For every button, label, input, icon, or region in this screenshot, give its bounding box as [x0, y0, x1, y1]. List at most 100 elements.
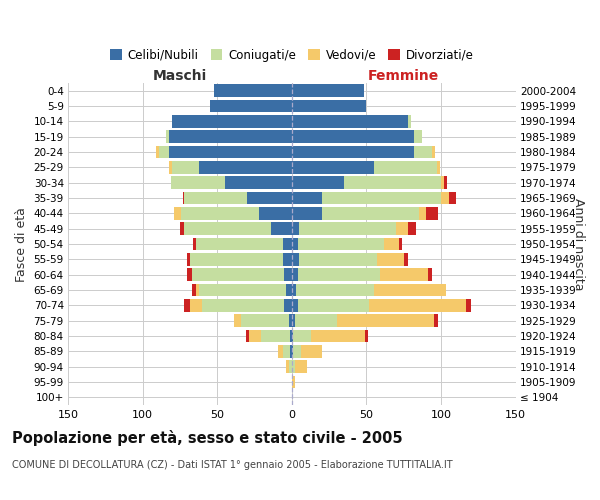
- Bar: [248, 330, 260, 342]
- Bar: [293, 345, 301, 358]
- Bar: [292, 100, 367, 112]
- Bar: [292, 207, 322, 220]
- Bar: [190, 253, 283, 266]
- Bar: [292, 161, 374, 173]
- Bar: [441, 176, 444, 189]
- Bar: [298, 238, 385, 250]
- Bar: [299, 253, 377, 266]
- Bar: [437, 161, 440, 173]
- Bar: [183, 192, 184, 204]
- Bar: [290, 345, 292, 358]
- Bar: [214, 84, 292, 97]
- Bar: [298, 299, 370, 312]
- Bar: [434, 314, 438, 327]
- Bar: [184, 222, 271, 235]
- Bar: [449, 192, 456, 204]
- Bar: [283, 345, 290, 358]
- Bar: [322, 192, 441, 204]
- Bar: [192, 284, 196, 296]
- Bar: [374, 284, 446, 296]
- Y-axis label: Fasce di età: Fasce di età: [15, 206, 28, 282]
- Bar: [292, 268, 298, 281]
- Bar: [322, 207, 419, 220]
- Bar: [441, 192, 449, 204]
- Bar: [292, 330, 293, 342]
- Bar: [184, 299, 190, 312]
- Bar: [408, 222, 416, 235]
- Bar: [428, 268, 432, 281]
- Bar: [174, 207, 181, 220]
- Bar: [292, 314, 295, 327]
- Bar: [289, 314, 292, 327]
- Bar: [184, 192, 247, 204]
- Bar: [466, 299, 471, 312]
- Bar: [337, 314, 434, 327]
- Bar: [193, 238, 196, 250]
- Bar: [374, 161, 437, 173]
- Text: Maschi: Maschi: [153, 69, 207, 83]
- Bar: [292, 176, 344, 189]
- Bar: [247, 192, 292, 204]
- Bar: [292, 222, 299, 235]
- Bar: [284, 268, 292, 281]
- Text: Popolazione per età, sesso e stato civile - 2005: Popolazione per età, sesso e stato civil…: [12, 430, 403, 446]
- Bar: [196, 238, 283, 250]
- Bar: [196, 284, 199, 296]
- Bar: [259, 207, 292, 220]
- Bar: [404, 253, 408, 266]
- Bar: [295, 360, 307, 373]
- Y-axis label: Anni di nascita: Anni di nascita: [572, 198, 585, 290]
- Bar: [293, 330, 311, 342]
- Bar: [210, 100, 292, 112]
- Legend: Celibi/Nubili, Coniugati/e, Vedovi/e, Divorziati/e: Celibi/Nubili, Coniugati/e, Vedovi/e, Di…: [106, 44, 478, 66]
- Bar: [344, 176, 441, 189]
- Bar: [224, 176, 292, 189]
- Bar: [166, 130, 169, 143]
- Bar: [233, 314, 241, 327]
- Bar: [299, 222, 397, 235]
- Bar: [286, 284, 292, 296]
- Bar: [292, 146, 414, 158]
- Bar: [385, 238, 400, 250]
- Text: COMUNE DI DECOLLATURA (CZ) - Dati ISTAT 1° gennaio 2005 - Elaborazione TUTTITALI: COMUNE DI DECOLLATURA (CZ) - Dati ISTAT …: [12, 460, 452, 469]
- Bar: [289, 360, 292, 373]
- Bar: [199, 161, 292, 173]
- Bar: [169, 146, 292, 158]
- Bar: [380, 268, 428, 281]
- Bar: [292, 130, 414, 143]
- Bar: [169, 161, 172, 173]
- Text: Femmine: Femmine: [368, 69, 439, 83]
- Bar: [283, 253, 292, 266]
- Bar: [292, 253, 299, 266]
- Bar: [292, 192, 322, 204]
- Bar: [292, 360, 295, 373]
- Bar: [311, 330, 365, 342]
- Bar: [292, 345, 293, 358]
- Bar: [397, 222, 408, 235]
- Bar: [181, 207, 259, 220]
- Bar: [296, 284, 374, 296]
- Bar: [292, 299, 298, 312]
- Bar: [295, 314, 337, 327]
- Bar: [187, 253, 190, 266]
- Bar: [192, 268, 284, 281]
- Bar: [298, 268, 380, 281]
- Bar: [301, 345, 322, 358]
- Bar: [278, 345, 283, 358]
- Bar: [292, 284, 296, 296]
- Bar: [171, 176, 224, 189]
- Bar: [292, 376, 295, 388]
- Bar: [202, 299, 284, 312]
- Bar: [292, 115, 408, 128]
- Bar: [286, 360, 289, 373]
- Bar: [199, 284, 286, 296]
- Bar: [444, 176, 447, 189]
- Bar: [159, 146, 169, 158]
- Bar: [245, 330, 248, 342]
- Bar: [365, 330, 368, 342]
- Bar: [172, 115, 292, 128]
- Bar: [400, 238, 403, 250]
- Bar: [190, 299, 202, 312]
- Bar: [414, 130, 422, 143]
- Bar: [432, 146, 435, 158]
